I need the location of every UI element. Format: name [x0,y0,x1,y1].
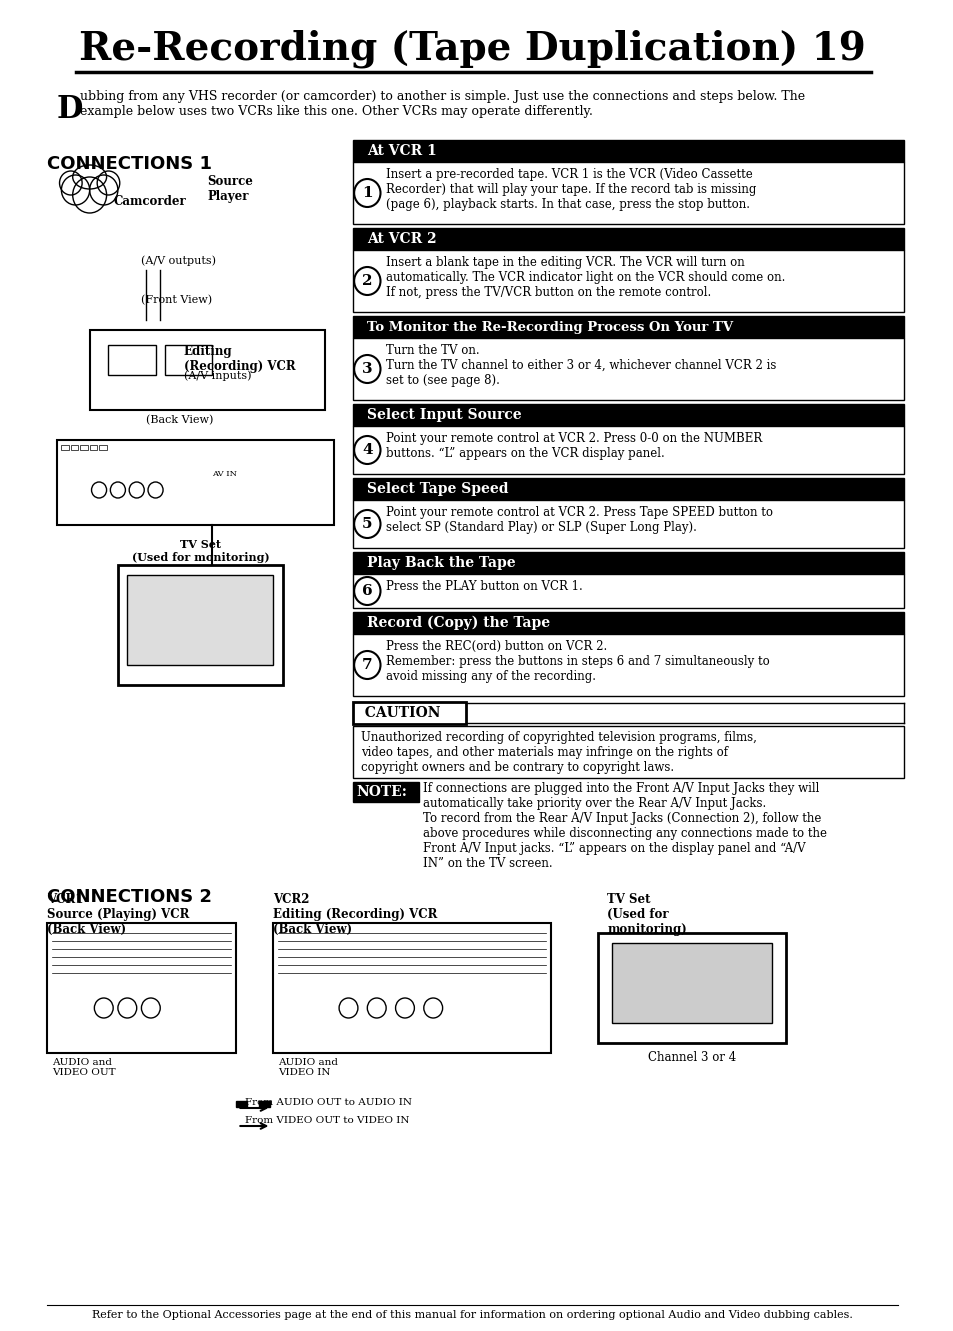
FancyBboxPatch shape [109,345,155,375]
Text: Channel 3 or 4: Channel 3 or 4 [647,1051,736,1063]
FancyBboxPatch shape [353,725,902,779]
Text: Unauthorized recording of copyrighted television programs, films,
video tapes, a: Unauthorized recording of copyrighted te… [360,731,756,775]
FancyBboxPatch shape [353,783,418,803]
FancyBboxPatch shape [90,330,325,410]
Text: Editing
(Recording) VCR: Editing (Recording) VCR [184,345,295,373]
Text: ubbing from any VHS recorder (or camcorder) to another is simple. Just use the c: ubbing from any VHS recorder (or camcord… [80,91,804,118]
Text: AV IN: AV IN [212,470,236,478]
Text: (Back View): (Back View) [146,415,213,426]
Text: Press the PLAY button on VCR 1.: Press the PLAY button on VCR 1. [386,580,582,594]
Text: 4: 4 [361,443,373,457]
Text: At VCR 1: At VCR 1 [367,144,436,158]
Text: At VCR 2: At VCR 2 [367,232,436,246]
FancyBboxPatch shape [353,315,902,338]
Text: 5: 5 [362,516,373,531]
FancyBboxPatch shape [353,478,902,500]
Text: TV Set
(Used for monitoring): TV Set (Used for monitoring) [132,539,270,563]
FancyBboxPatch shape [90,445,97,450]
FancyBboxPatch shape [99,445,107,450]
Text: NOTE:: NOTE: [355,785,407,799]
Text: VCR1
Source (Playing) VCR
(Back View): VCR1 Source (Playing) VCR (Back View) [48,893,190,936]
Text: Source
Player: Source Player [207,174,253,204]
Circle shape [354,578,380,606]
FancyBboxPatch shape [353,634,902,696]
Text: Camcorder: Camcorder [113,196,186,208]
FancyBboxPatch shape [353,612,902,634]
Bar [235,1101,247,1107]
FancyBboxPatch shape [353,405,902,426]
FancyBboxPatch shape [48,922,235,1053]
FancyBboxPatch shape [80,445,88,450]
Text: Insert a blank tape in the editing VCR. The VCR will turn on
automatically. The : Insert a blank tape in the editing VCR. … [386,256,784,299]
Text: Insert a pre-recorded tape. VCR 1 is the VCR (Video Cassette
Recorder) that will: Insert a pre-recorded tape. VCR 1 is the… [386,168,756,212]
FancyBboxPatch shape [353,500,902,548]
Text: AUDIO and
VIDEO IN: AUDIO and VIDEO IN [277,1058,337,1077]
Text: CONNECTIONS 1: CONNECTIONS 1 [48,154,213,173]
FancyBboxPatch shape [118,564,282,685]
FancyBboxPatch shape [353,701,466,724]
Circle shape [354,268,380,295]
Text: 1: 1 [361,186,373,200]
Text: 6: 6 [361,584,373,598]
Text: If connections are plugged into the Front A/V Input Jacks they will
automaticall: If connections are plugged into the Fron… [422,783,826,870]
Text: Re-Recording (Tape Duplication) 19: Re-Recording (Tape Duplication) 19 [79,29,865,68]
FancyBboxPatch shape [353,250,902,311]
FancyBboxPatch shape [598,933,785,1044]
Text: 2: 2 [362,274,373,287]
FancyBboxPatch shape [273,922,550,1053]
Text: From VIDEO OUT to VIDEO IN: From VIDEO OUT to VIDEO IN [245,1115,409,1125]
Bar [259,1101,270,1107]
Text: (A/V outputs): (A/V outputs) [141,256,216,266]
Text: CAUTION: CAUTION [355,705,440,720]
Text: To Monitor the Re-Recording Process On Your TV: To Monitor the Re-Recording Process On Y… [367,321,733,334]
Circle shape [354,651,380,679]
Text: TV Set
(Used for
monitoring): TV Set (Used for monitoring) [607,893,686,936]
FancyBboxPatch shape [353,574,902,608]
Text: Refer to the Optional Accessories page at the end of this manual for information: Refer to the Optional Accessories page a… [92,1310,852,1320]
Text: From AUDIO OUT to AUDIO IN: From AUDIO OUT to AUDIO IN [245,1098,412,1107]
Text: Turn the TV on.
Turn the TV channel to either 3 or 4, whichever channel VCR 2 is: Turn the TV on. Turn the TV channel to e… [386,343,776,387]
FancyBboxPatch shape [353,228,902,250]
FancyBboxPatch shape [612,942,771,1024]
FancyBboxPatch shape [127,575,273,666]
Circle shape [354,437,380,465]
Text: 3: 3 [361,362,373,375]
FancyBboxPatch shape [71,445,78,450]
Text: Record (Copy) the Tape: Record (Copy) the Tape [367,616,550,630]
Text: CONNECTIONS 2: CONNECTIONS 2 [48,888,213,906]
FancyBboxPatch shape [353,338,902,401]
FancyBboxPatch shape [56,441,335,524]
Text: Play Back the Tape: Play Back the Tape [367,556,516,570]
Text: (Front View): (Front View) [141,295,213,305]
Text: Point your remote control at VCR 2. Press Tape SPEED button to
select SP (Standa: Point your remote control at VCR 2. Pres… [386,506,772,534]
FancyBboxPatch shape [353,552,902,574]
FancyBboxPatch shape [61,445,69,450]
Text: Point your remote control at VCR 2. Press 0-0 on the NUMBER
buttons. “L” appears: Point your remote control at VCR 2. Pres… [386,433,761,461]
FancyBboxPatch shape [353,426,902,474]
Text: 7: 7 [361,658,373,672]
Text: (A/V inputs): (A/V inputs) [184,370,251,381]
FancyBboxPatch shape [353,140,902,162]
Circle shape [354,355,380,383]
FancyBboxPatch shape [353,162,902,224]
Circle shape [354,178,380,208]
Circle shape [354,510,380,538]
Text: VCR2
Editing (Recording) VCR
(Back View): VCR2 Editing (Recording) VCR (Back View) [273,893,437,936]
Text: Press the REC(ord) button on VCR 2.
Remember: press the buttons in steps 6 and 7: Press the REC(ord) button on VCR 2. Reme… [386,640,769,683]
Text: Select Tape Speed: Select Tape Speed [367,482,508,496]
FancyBboxPatch shape [165,345,212,375]
Text: D: D [56,95,83,125]
Text: Select Input Source: Select Input Source [367,409,521,422]
Text: AUDIO and
VIDEO OUT: AUDIO and VIDEO OUT [52,1058,115,1077]
